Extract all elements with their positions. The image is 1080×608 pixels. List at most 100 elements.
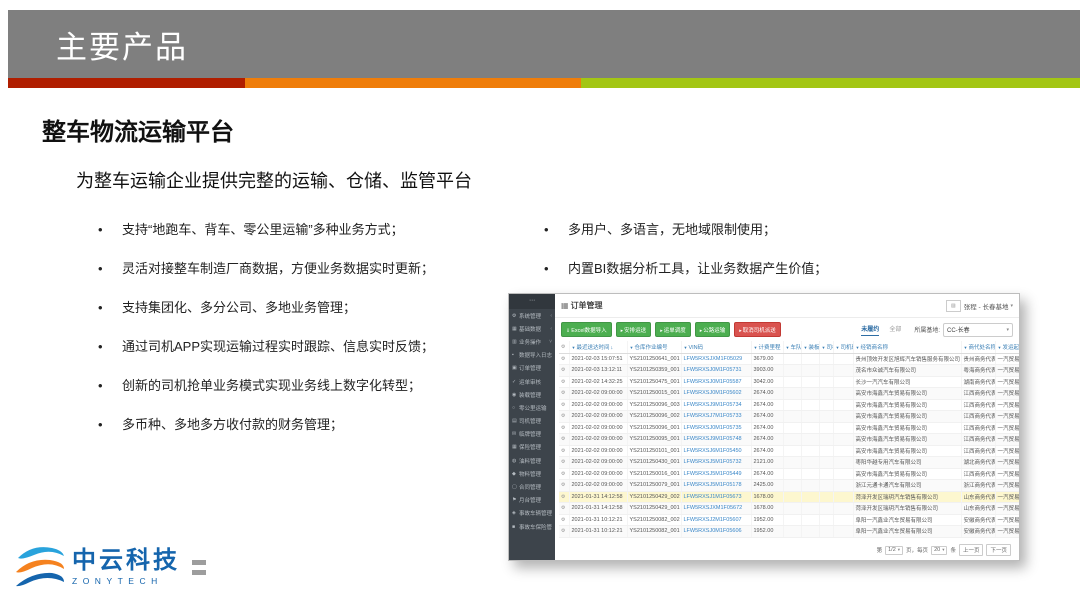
base-select[interactable]: CC-长春 ▾ <box>943 322 1013 337</box>
sidebar-item[interactable]: ▪ 数据导入日志 <box>509 349 555 362</box>
table-row[interactable]: ⚙ 2021-02-02 14:32:25 YS2101250475_001 L… <box>559 376 1019 388</box>
table-row[interactable]: ⚙ 2021-02-03 13:12:11 YS2101250359_001 L… <box>559 364 1019 377</box>
sidebar-item[interactable]: ▤ 司机管理 <box>509 415 555 428</box>
table-row[interactable]: ⚙ 2021-02-02 09:00:00 YS2101250095_001 L… <box>559 433 1019 446</box>
cell-vin-link[interactable]: LFW5RXSJ0M1F05606 <box>681 525 752 538</box>
cell-vin-link[interactable]: LFW5RXSJ0M1F05602 <box>681 387 752 400</box>
cell-origin-name: 一汽贸易公司储运达 <box>995 456 1019 469</box>
row-gear-cell[interactable]: ⚙ <box>559 491 570 503</box>
row-gear-cell[interactable]: ⚙ <box>559 468 570 480</box>
column-header[interactable]: ▼经销商名称 <box>853 341 962 354</box>
cell-vin-link[interactable]: LFW5RXSJ5M1F05732 <box>681 456 752 469</box>
cell-vin-link[interactable]: LFW5RXSJ2M1F05607 <box>681 514 752 526</box>
cell-vin-link[interactable]: LFW5RXSJ1M1F05673 <box>681 491 752 503</box>
toolbar-button[interactable]: ▸取消司机派送 <box>734 322 781 337</box>
column-header[interactable]: ▼发运起始地名称 <box>995 341 1019 354</box>
orders-icon: ▦ <box>561 301 569 310</box>
sidebar-item[interactable]: ⚑ 月台管理 <box>509 494 555 507</box>
row-gear-cell[interactable]: ⚙ <box>559 410 570 423</box>
cell-vin-link[interactable]: LFW5RXSJXM1F05029 <box>681 353 752 365</box>
sidebar-item[interactable]: ◈ 事故车辆管理 <box>509 507 555 520</box>
filter-tab[interactable]: 全部 <box>889 327 902 333</box>
cell-vin-link[interactable]: LFW5RXSJ9M1F05734 <box>681 399 752 411</box>
toolbar-button[interactable]: ▸公路运输 <box>694 322 731 337</box>
toolbar-button[interactable]: ⇓Excel数据导入 <box>561 322 612 337</box>
page-select[interactable]: 1/2 ▾ <box>885 545 904 555</box>
sidebar-item[interactable]: ⚙ 系统管理 ‹ <box>509 309 555 322</box>
cell-vin-link[interactable]: LFW5RXSJ9M1F05748 <box>681 433 752 446</box>
table-row[interactable]: ⚙ 2021-02-02 09:00:00 YS2101250015_001 L… <box>559 387 1019 400</box>
column-header[interactable]: ▼计费里程 <box>751 341 784 354</box>
sidebar-item[interactable]: ▣ 订单管理 <box>509 362 555 375</box>
sidebar-item[interactable]: ○ 零公里运输 <box>509 401 555 414</box>
cell-vin-link[interactable]: LFW5RXSJ0M1F05731 <box>681 364 752 377</box>
table-row[interactable]: ⚙ 2021-01-31 14:12:58 YS2101250429_002 L… <box>559 491 1019 503</box>
sidebar-item[interactable]: ◍ 油料管理 <box>509 454 555 467</box>
cell-vin-link[interactable]: LFW5RXSJ5M1F05449 <box>681 468 752 480</box>
column-header[interactable]: ▼车队名称 <box>783 341 802 354</box>
cell-vin-link[interactable]: LFW5RXSJ5M1F05178 <box>681 479 752 492</box>
row-gear-cell[interactable]: ⚙ <box>559 445 570 457</box>
table-row[interactable]: ⚙ 2021-01-31 10:12:21 YS2101250082_002 L… <box>559 514 1019 526</box>
sidebar-item[interactable]: ▦ 基础数据 ‹ <box>509 322 555 335</box>
cell-vin-link[interactable]: LFW5RXSJ0M1F05587 <box>681 376 752 388</box>
cell-vin-link[interactable]: LFW5RXSJXM1F05672 <box>681 502 752 515</box>
row-gear-cell[interactable]: ⚙ <box>559 479 570 492</box>
table-row[interactable]: ⚙ 2021-02-02 09:00:00 YS2101250430_001 L… <box>559 456 1019 469</box>
toolbar-button[interactable]: ▸安排运送 <box>615 322 652 337</box>
row-gear-cell[interactable]: ⚙ <box>559 422 570 434</box>
table-row[interactable]: ⚙ 2021-01-31 10:12:21 YS2101250082_001 L… <box>559 525 1019 538</box>
row-gear-cell[interactable]: ⚙ <box>559 399 570 411</box>
column-header[interactable]: ▼司机确认时间 <box>833 341 854 354</box>
cell-vin-link[interactable]: LFW5RXSJ0M1F05735 <box>681 422 752 434</box>
cell-mileage: 2425.00 <box>751 479 784 492</box>
table-row[interactable]: ⚙ 2021-02-02 09:00:00 YS2101250096_003 L… <box>559 399 1019 411</box>
column-header[interactable]: ▼商代处名称 <box>961 341 996 354</box>
sidebar-item[interactable]: ▦ 保险管理 <box>509 441 555 454</box>
page-size-select[interactable]: 20 ▾ <box>931 545 948 555</box>
column-header[interactable]: ▼司机 <box>819 341 834 354</box>
row-gear-cell[interactable]: ⚙ <box>559 514 570 526</box>
sidebar-item[interactable]: ▢ 合同管理 <box>509 480 555 493</box>
sidebar-item[interactable]: ▥ 业务操作 ˅ <box>509 335 555 348</box>
table-row[interactable]: ⚙ 2021-01-31 14:12:58 YS2101250429_001 L… <box>559 502 1019 515</box>
table-row[interactable]: ⚙ 2021-02-02 09:00:00 YS2101250096_002 L… <box>559 410 1019 423</box>
row-gear-cell[interactable]: ⚙ <box>559 364 570 377</box>
sidebar-item[interactable]: ◉ 装载管理 <box>509 388 555 401</box>
sidebar-item[interactable]: ◆ 物料管理 <box>509 467 555 480</box>
table-row[interactable]: ⚙ 2021-02-02 09:00:00 YS2101250016_001 L… <box>559 468 1019 480</box>
sidebar-item-icon: ■ <box>512 523 516 530</box>
gear-column-header[interactable]: ⚙ <box>559 341 570 354</box>
table-row[interactable]: ⚙ 2021-02-02 09:00:00 YS2101250101_001 L… <box>559 445 1019 457</box>
sidebar-item[interactable]: ✉ 临牌管理 <box>509 428 555 441</box>
row-gear-cell[interactable]: ⚙ <box>559 387 570 400</box>
column-header-label: VIN码 <box>688 344 704 351</box>
cell-vin-link[interactable]: LFW5RXSJ7M1F05733 <box>681 410 752 423</box>
column-header[interactable]: ▼VIN码 <box>681 341 752 354</box>
cell-dealer-name: 菏泽开发区瑞玥汽车销售有限公司 <box>853 502 962 515</box>
cell-driver-confirm-time <box>833 376 854 388</box>
row-gear-cell[interactable]: ⚙ <box>559 376 570 388</box>
filter-tab[interactable]: 未履约 <box>861 324 880 336</box>
table-row[interactable]: ⚙ 2021-02-03 15:07:51 YS2101250641_001 L… <box>559 353 1019 365</box>
table-row[interactable]: ⚙ 2021-02-02 09:00:00 YS2101250096_001 L… <box>559 422 1019 434</box>
row-gear-cell[interactable]: ⚙ <box>559 353 570 365</box>
cell-driver <box>819 502 834 515</box>
row-gear-cell[interactable]: ⚙ <box>559 502 570 515</box>
toolbar-button[interactable]: ▸运单调度 <box>655 322 691 337</box>
column-header[interactable]: ▼装板时间 <box>801 341 820 354</box>
table-row[interactable]: ⚙ 2021-02-02 09:00:00 YS2101250079_001 L… <box>559 479 1019 492</box>
column-header[interactable]: ▼仓库作业编号 <box>627 341 682 354</box>
row-gear-cell[interactable]: ⚙ <box>559 525 570 538</box>
user-menu[interactable]: ▨ 张程 - 长春基地 ▾ <box>945 299 1013 312</box>
chevron-down-icon: ▾ <box>942 547 945 552</box>
prev-page-button[interactable]: 上一页 <box>958 544 984 556</box>
row-gear-cell[interactable]: ⚙ <box>559 456 570 469</box>
column-header[interactable]: ▼最近送达时间↓ <box>569 341 628 354</box>
sidebar-item[interactable]: ✓ 运单审核 <box>509 375 555 388</box>
filter-icon: ▼ <box>571 344 576 350</box>
sidebar-item[interactable]: ■ 事故车保险管理 <box>509 520 555 533</box>
row-gear-cell[interactable]: ⚙ <box>559 433 570 446</box>
cell-vin-link[interactable]: LFW5RXSJ6M1F05450 <box>681 445 752 457</box>
next-page-button[interactable]: 下一页 <box>986 544 1011 556</box>
